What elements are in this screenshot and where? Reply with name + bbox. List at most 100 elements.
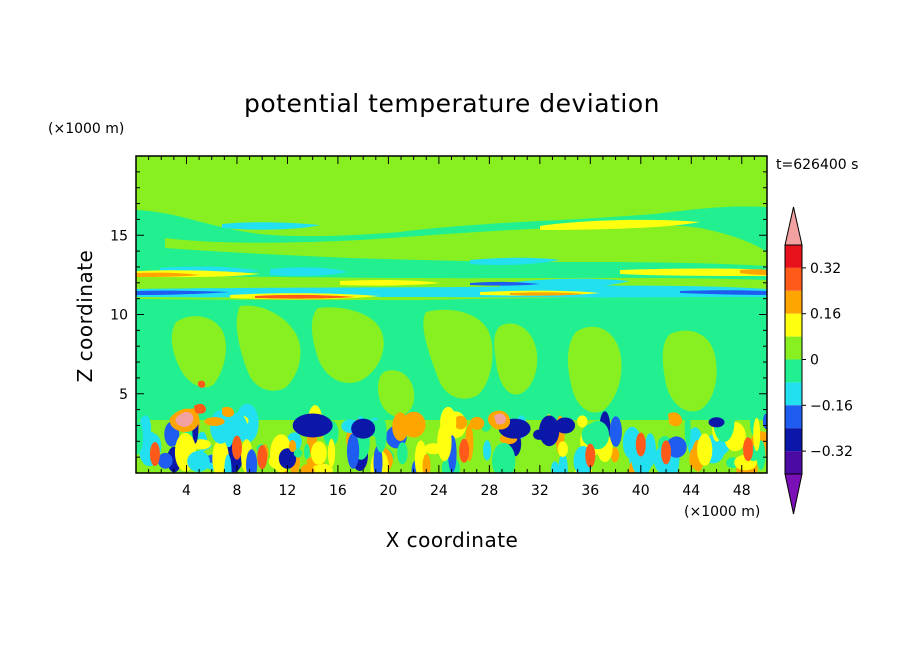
x-tick-label: 12 (279, 483, 297, 499)
colorbar-under-arrow (784, 473, 803, 515)
y-axis: 5 10 15 (110, 171, 767, 458)
hot-spot-3 (222, 406, 235, 417)
plume-5 (494, 323, 538, 395)
colorbar-segment (785, 382, 802, 406)
bl-cell (437, 423, 452, 462)
colorbar-segment (785, 336, 802, 360)
x-axis: 4 8 12 16 20 24 28 32 36 40 44 48 (148, 156, 755, 499)
bl-cell (483, 440, 492, 461)
x-tick-label: 32 (531, 483, 549, 499)
plume-4 (423, 309, 493, 399)
bl-cell (577, 415, 588, 428)
x-tick-label: 48 (733, 483, 751, 499)
bl-cell (454, 415, 468, 430)
colorbar-segment (785, 313, 802, 337)
bl-cell (226, 413, 248, 443)
bl-cell (136, 419, 143, 455)
colorbar-segment (785, 428, 802, 452)
warm-core (635, 432, 646, 457)
warm-core (661, 440, 672, 465)
bl-cell (303, 444, 310, 460)
colorbar: 0.32 0.16 0 −0.16 −0.32 (784, 206, 853, 515)
cold-pool (708, 417, 725, 428)
bl-cell (558, 453, 568, 473)
plume-7 (662, 330, 717, 412)
cold-pool (292, 413, 333, 438)
bl-cell (293, 448, 303, 458)
bl-cell (224, 454, 232, 473)
tropopause-blue-band-3 (680, 290, 767, 295)
bl-cell (392, 412, 409, 442)
hot-spots (169, 380, 682, 432)
x-tick-label: 44 (682, 483, 700, 499)
x-tick-label: 40 (632, 483, 650, 499)
bl-cell (469, 416, 485, 430)
y-tick-label: 5 (119, 387, 128, 403)
chart-title: potential temperature deviation (244, 89, 660, 118)
bl-cell (278, 448, 297, 469)
bl-cell (187, 450, 210, 472)
bl-cell (610, 447, 620, 463)
bl-cell (288, 440, 297, 452)
warm-core (585, 443, 596, 468)
x-tick-label: 24 (430, 483, 448, 499)
colorbar-label: −0.16 (810, 398, 853, 414)
bl-cell (204, 417, 225, 426)
plume-1 (171, 316, 226, 388)
x-unit-label: (×1000 m) (684, 504, 760, 520)
cold-pool (351, 418, 376, 439)
colorbar-segment (785, 245, 802, 268)
plume-2 (236, 305, 301, 391)
bl-cell (753, 417, 761, 452)
colorbar-segment (785, 451, 802, 474)
bl-cell (631, 445, 652, 473)
bl-cell (422, 454, 431, 473)
hot-spot-1-core (175, 412, 194, 427)
bl-cell (300, 464, 315, 473)
hot-spot-2 (194, 403, 206, 414)
bl-cell (347, 433, 360, 469)
bl-cell (539, 415, 560, 447)
field-mid-positive (165, 224, 767, 266)
bl-cell (684, 411, 691, 447)
bl-cell (666, 436, 687, 458)
colorbar-label: 0.16 (810, 307, 841, 323)
hot-spot-5 (668, 412, 682, 427)
hot-spot-6 (198, 380, 206, 388)
bl-cell (581, 423, 606, 447)
cold-patch-3 (270, 267, 348, 276)
time-label: t=626400 s (776, 157, 858, 173)
warm-core (231, 435, 242, 460)
colorbar-label: 0 (810, 353, 819, 369)
plume-3 (311, 307, 384, 383)
colorbar-label: −0.32 (810, 444, 853, 460)
warm-core (459, 438, 470, 463)
colorbar-segment (785, 359, 802, 383)
x-axis-label: X coordinate (386, 528, 519, 552)
warm-streak-1 (540, 219, 700, 230)
bl-cell (557, 441, 568, 457)
x-tick-label: 4 (182, 483, 191, 499)
boundary-layer-cells (136, 402, 767, 473)
bl-cell (762, 413, 767, 429)
warm-streak-4 (340, 279, 440, 286)
bl-cell (157, 452, 173, 469)
x-tick-label: 36 (581, 483, 599, 499)
cold-patch-4 (470, 257, 560, 265)
y-tick-label: 15 (110, 228, 128, 244)
colorbar-segment (785, 267, 802, 291)
tropopause-blue-band (136, 290, 230, 295)
cold-pool (555, 417, 576, 434)
colorbar-over-arrow (784, 206, 803, 246)
cold-patch-1 (222, 222, 320, 230)
bl-cell (397, 442, 408, 465)
field-upper-positive (136, 156, 767, 237)
plume-6 (567, 326, 622, 413)
warm-core (149, 441, 160, 466)
tropopause-blue-band-2 (470, 281, 540, 286)
plume-8 (378, 370, 415, 417)
y-unit-label: (×1000 m) (48, 121, 124, 137)
x-tick-label: 28 (480, 483, 498, 499)
bl-cell (756, 440, 766, 471)
